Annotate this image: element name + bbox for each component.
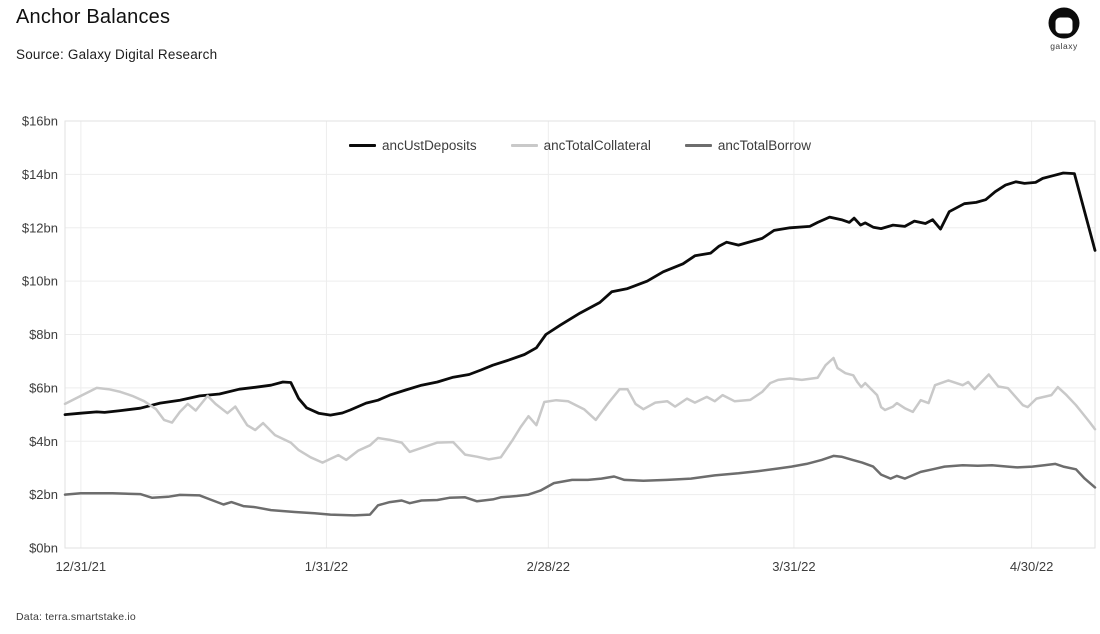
legend-label-ancTotalCollateral: ancTotalCollateral — [543, 138, 651, 153]
plot-border — [64, 120, 1096, 549]
y-axis-tick-label: $16bn — [22, 114, 58, 129]
y-axis-tick-label: $6bn — [29, 380, 58, 395]
y-axis-tick-label: $4bn — [29, 434, 58, 449]
y-axis-tick-label: $10bn — [22, 274, 58, 289]
legend-item-ancTotalCollateral: ancTotalCollateral — [510, 138, 651, 153]
x-axis-tick-label: 1/31/22 — [305, 559, 348, 574]
x-axis-tick-label: 3/31/22 — [772, 559, 815, 574]
y-axis-tick-label: $2bn — [29, 487, 58, 502]
galaxy-logo: galaxy — [1041, 6, 1087, 51]
y-axis-tick-label: $14bn — [22, 167, 58, 182]
legend-label-ancUstDeposits: ancUstDeposits — [382, 138, 477, 153]
source-caption: Source: Galaxy Digital Research — [16, 47, 218, 62]
series-line-ancUstDeposits — [63, 171, 1097, 417]
legend-item-ancTotalBorrow: ancTotalBorrow — [684, 138, 811, 153]
y-axis-tick-label: $0bn — [29, 541, 58, 556]
y-axis-tick-label: $8bn — [29, 327, 58, 342]
series-line-ancTotalBorrow — [63, 454, 1097, 517]
x-axis-tick-label: 4/30/22 — [1010, 559, 1053, 574]
legend-item-ancUstDeposits: ancUstDeposits — [349, 138, 477, 153]
legend-swatch-ancTotalCollateral — [510, 144, 538, 147]
legend-swatch-ancTotalBorrow — [684, 144, 712, 147]
series-line-ancTotalCollateral — [63, 356, 1097, 464]
data-credit: Data: terra.smartstake.io — [16, 611, 136, 623]
x-axis-tick-label: 2/28/22 — [527, 559, 570, 574]
x-axis-tick-label: 12/31/21 — [56, 559, 107, 574]
legend-label-ancTotalBorrow: ancTotalBorrow — [717, 138, 811, 153]
page-title: Anchor Balances — [16, 6, 171, 28]
y-axis-tick-label: $12bn — [22, 220, 58, 235]
legend-swatch-ancUstDeposits — [349, 144, 377, 147]
galaxy-logo-word: galaxy — [1050, 41, 1078, 51]
chart-legend: ancUstDeposits ancTotalCollateral ancTotal… — [65, 138, 1095, 153]
galaxy-logo-icon — [1048, 7, 1080, 39]
